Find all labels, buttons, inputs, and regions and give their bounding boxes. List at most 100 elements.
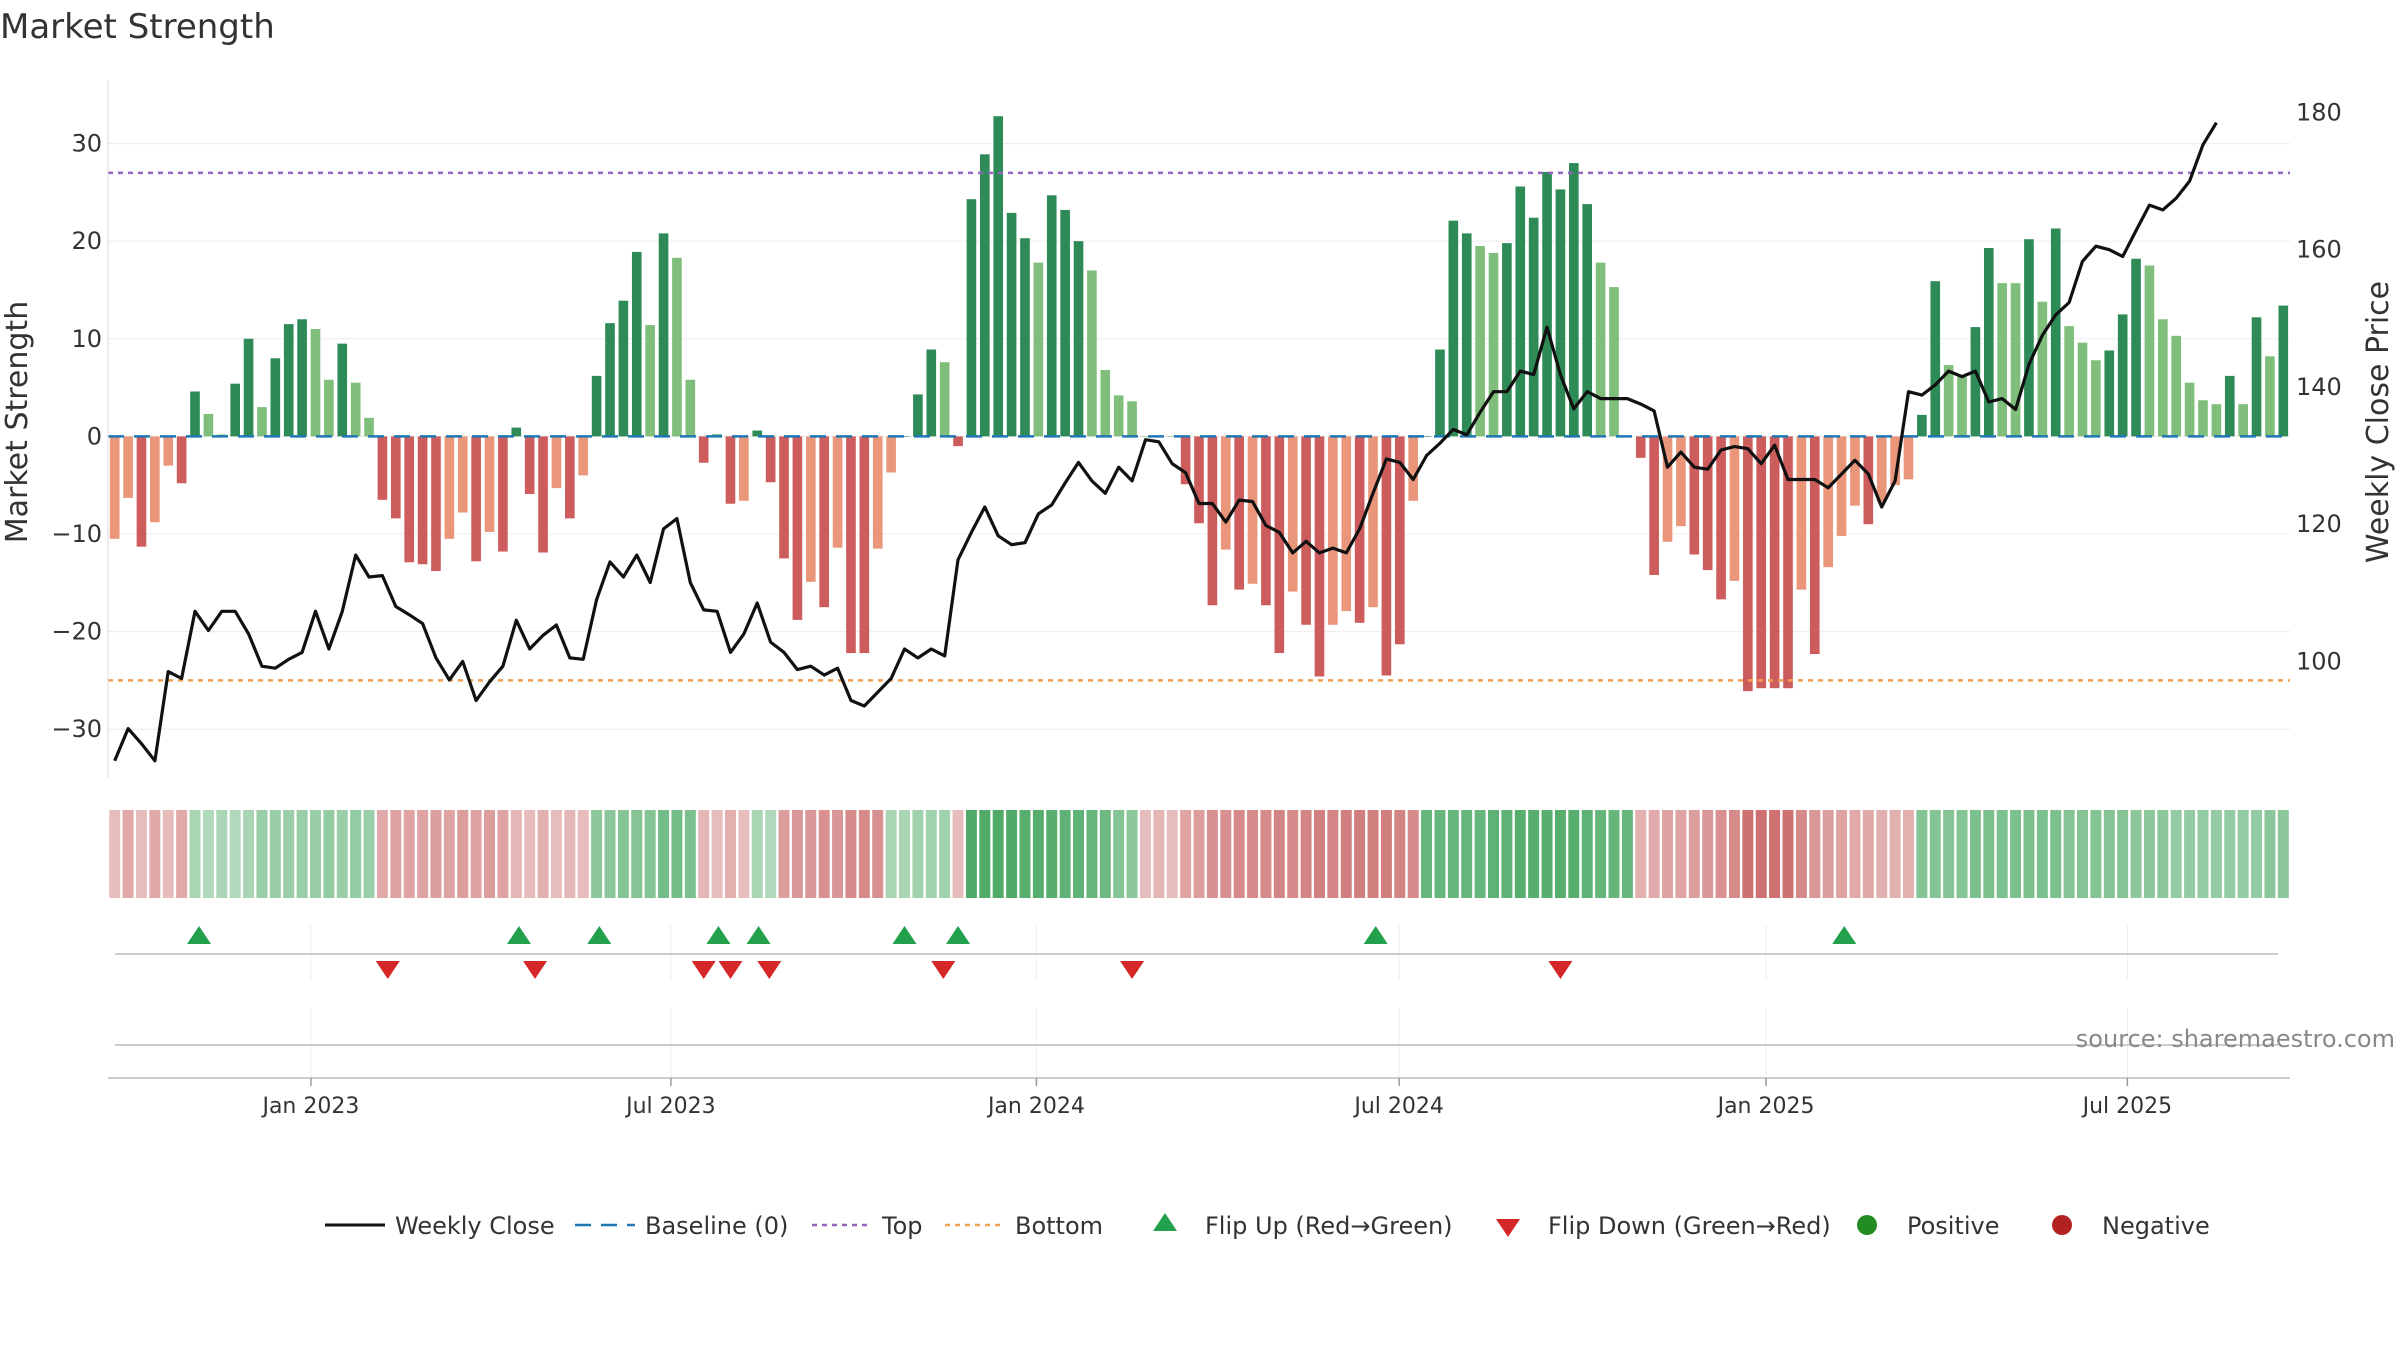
strip-cell bbox=[1648, 810, 1660, 898]
strength-bar bbox=[565, 436, 575, 519]
strip-cell bbox=[658, 810, 670, 898]
strip-cell bbox=[631, 810, 643, 898]
strength-bar bbox=[1702, 436, 1713, 571]
strength-bar bbox=[658, 233, 669, 437]
flip-up-marker bbox=[946, 926, 971, 944]
strip-cell bbox=[671, 810, 683, 898]
strip-cell bbox=[1367, 810, 1379, 898]
strip-cell bbox=[992, 810, 1004, 898]
strength-bar bbox=[1435, 349, 1445, 437]
strip-cell bbox=[296, 810, 308, 898]
legend-negative-icon bbox=[2052, 1215, 2072, 1235]
strength-bar bbox=[2037, 301, 2048, 437]
strip-cell bbox=[470, 810, 482, 898]
strength-bar bbox=[1796, 436, 1807, 590]
strip-cell bbox=[1166, 810, 1178, 898]
chart-title: Market Strength bbox=[0, 7, 275, 47]
strength-bar bbox=[1635, 436, 1646, 458]
strip-cell bbox=[952, 810, 964, 898]
strength-bar bbox=[538, 436, 548, 553]
strip-cell bbox=[939, 810, 951, 898]
strip-cell bbox=[202, 810, 214, 898]
strip-cell bbox=[1554, 810, 1566, 898]
axes: −30 −20 −10 0 10 20 30 100 120 140 160 180 bbox=[51, 80, 2342, 778]
strip-cell bbox=[1822, 810, 1834, 898]
strength-bar bbox=[2010, 283, 2021, 437]
strength-bar bbox=[832, 436, 843, 548]
legend-label-negative: Negative bbox=[2102, 1212, 2210, 1240]
strip-cell bbox=[751, 810, 763, 898]
strip-cell bbox=[1635, 810, 1647, 898]
strip-cell bbox=[1769, 810, 1781, 898]
strength-bar bbox=[1033, 262, 1044, 437]
strip-cell bbox=[1461, 810, 1473, 898]
strength-bar bbox=[109, 436, 120, 539]
strip-cell bbox=[738, 810, 750, 898]
strip-cell bbox=[1809, 810, 1821, 898]
strength-bar bbox=[1983, 248, 1994, 437]
strip-cell bbox=[1956, 810, 1968, 898]
strip-cell bbox=[336, 810, 348, 898]
strip-cell bbox=[1006, 810, 1018, 898]
strength-bar bbox=[1488, 252, 1499, 437]
strength-bar bbox=[926, 349, 937, 437]
flip-down-marker bbox=[1548, 961, 1573, 979]
strip-cell bbox=[1327, 810, 1339, 898]
strength-bar bbox=[1716, 436, 1726, 600]
strength-bar bbox=[1247, 436, 1258, 584]
flip-up-marker bbox=[706, 926, 731, 944]
strip-cell bbox=[109, 810, 121, 898]
strength-bar bbox=[1555, 189, 1566, 437]
strength-bar bbox=[1060, 209, 1070, 437]
strength-bar bbox=[953, 436, 963, 447]
strength-bar bbox=[1823, 436, 1833, 568]
strip-cell bbox=[1568, 810, 1580, 898]
strength-bar bbox=[1903, 436, 1914, 480]
y-tick-label: 20 bbox=[71, 227, 102, 255]
strength-bar bbox=[1689, 436, 1700, 555]
strip-cell bbox=[1287, 810, 1299, 898]
strength-bar bbox=[1274, 436, 1285, 654]
strength-bar bbox=[163, 436, 174, 466]
strength-bar bbox=[176, 436, 187, 484]
y2-tick-label: 100 bbox=[2296, 647, 2342, 675]
strength-bar bbox=[1930, 281, 1941, 437]
strength-bar bbox=[1234, 436, 1244, 590]
strength-bar bbox=[243, 338, 254, 437]
weekly-close-line bbox=[113, 121, 2218, 763]
strip-cell bbox=[1313, 810, 1325, 898]
strength-bar bbox=[819, 436, 829, 608]
strip-cell bbox=[2010, 810, 2022, 898]
strip-cell bbox=[1889, 810, 1901, 898]
strip-cell bbox=[2210, 810, 2222, 898]
strength-bar bbox=[913, 394, 923, 437]
strip-cell bbox=[1300, 810, 1312, 898]
x-tick-label: Jan 2024 bbox=[986, 1094, 1085, 1119]
strength-bar bbox=[1743, 436, 1753, 692]
strip-cell bbox=[1233, 810, 1245, 898]
x-tick-label: Jan 2023 bbox=[260, 1094, 359, 1119]
strip-cell bbox=[1528, 810, 1540, 898]
strength-bar bbox=[672, 257, 682, 437]
strength-bar bbox=[2050, 228, 2061, 437]
strength-bar bbox=[1528, 217, 1539, 437]
strip-cell bbox=[1983, 810, 1995, 898]
strip-cell bbox=[1407, 810, 1419, 898]
strength-bar bbox=[297, 319, 307, 437]
strength-bar bbox=[511, 427, 522, 437]
strip-cell bbox=[1126, 810, 1138, 898]
strength-bar bbox=[1662, 436, 1673, 542]
strength-bar bbox=[1073, 241, 1084, 437]
strength-bar bbox=[1850, 436, 1860, 506]
strength-bar bbox=[1569, 163, 1579, 437]
strength-bar bbox=[1194, 436, 1204, 524]
strength-bar bbox=[2211, 404, 2222, 437]
strip-cell bbox=[1032, 810, 1044, 898]
strength-bar bbox=[1287, 436, 1298, 592]
strength-bar bbox=[498, 436, 508, 552]
strip-cell bbox=[216, 810, 228, 898]
strength-bar bbox=[618, 300, 629, 437]
strip-cell bbox=[1715, 810, 1727, 898]
strength-bar bbox=[886, 436, 896, 473]
strip-cell bbox=[2170, 810, 2182, 898]
